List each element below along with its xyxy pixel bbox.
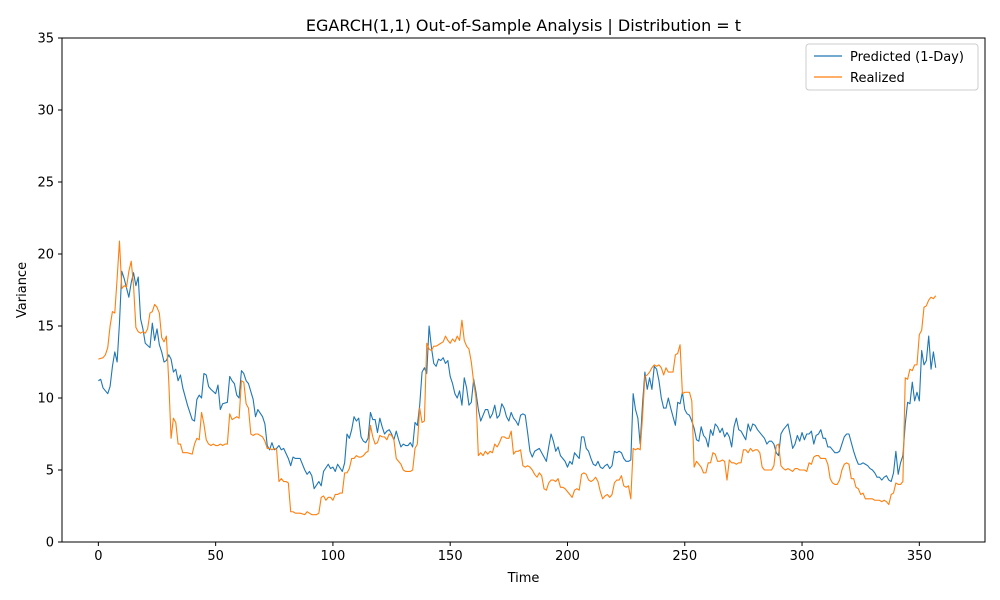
x-tick-label: 0 xyxy=(94,549,102,564)
x-tick-label: 50 xyxy=(207,549,224,564)
y-tick-label: 10 xyxy=(37,392,54,407)
legend: Predicted (1-Day) Realized xyxy=(805,43,979,91)
y-tick-label: 25 xyxy=(37,176,54,191)
y-tick-label: 35 xyxy=(37,32,54,47)
x-axis-label: Time xyxy=(507,571,540,586)
y-tick-label: 20 xyxy=(37,248,54,263)
series-line-predicted xyxy=(98,270,937,490)
x-tick-label: 150 xyxy=(438,549,463,564)
y-tick-label: 30 xyxy=(37,104,54,119)
x-tick-label: 200 xyxy=(555,549,580,564)
x-tick-label: 100 xyxy=(321,549,346,564)
y-tick-label: 15 xyxy=(37,320,54,335)
x-tick-label: 250 xyxy=(672,549,697,564)
x-axis: 0 50 100 150 200 250 300 350 xyxy=(94,542,932,564)
axes-frame xyxy=(61,37,986,543)
series-line-realized xyxy=(98,240,937,516)
y-axis: 0 5 10 15 20 25 30 35 xyxy=(37,32,62,551)
x-tick-label: 350 xyxy=(907,549,932,564)
series-group xyxy=(98,240,937,516)
chart-title: EGARCH(1,1) Out-of-Sample Analysis | Dis… xyxy=(306,16,741,35)
x-tick-label: 300 xyxy=(790,549,815,564)
legend-label-realized: Realized xyxy=(850,71,905,86)
y-tick-label: 0 xyxy=(46,536,54,551)
legend-box xyxy=(805,43,979,91)
legend-label-predicted: Predicted (1-Day) xyxy=(850,50,964,65)
y-tick-label: 5 xyxy=(46,464,54,479)
y-axis-label: Variance xyxy=(15,262,30,318)
